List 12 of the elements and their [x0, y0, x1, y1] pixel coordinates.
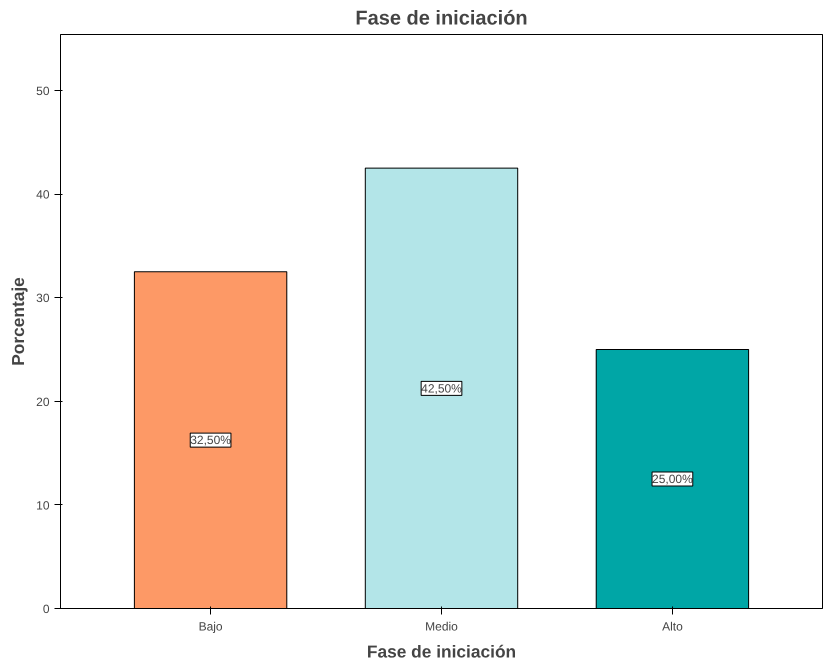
- y-tick-label: 0: [42, 602, 50, 616]
- x-axis-title: Fase de iniciación: [366, 642, 516, 662]
- y-tick-label: 30: [36, 291, 50, 306]
- y-tick-label: 10: [36, 498, 50, 512]
- y-tick-label: 50: [36, 84, 50, 98]
- y-axis-title: Porcentaje: [8, 276, 28, 366]
- y-tick-label: 20: [36, 394, 50, 409]
- x-tick-label: Alto: [662, 620, 684, 634]
- x-tick-label: Medio: [425, 620, 458, 634]
- y-tick-label: 40: [36, 188, 50, 202]
- chart-title: Fase de iniciación: [355, 8, 528, 30]
- x-tick-label: Bajo: [198, 620, 223, 634]
